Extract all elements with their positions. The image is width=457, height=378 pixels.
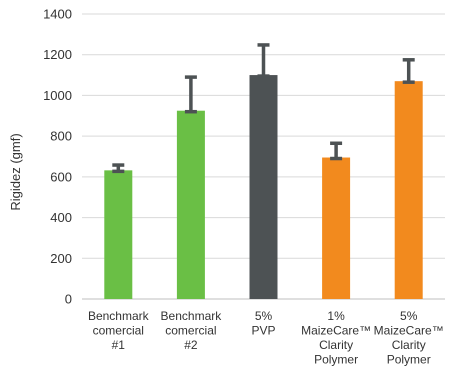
y-tick-label: 800 [50,129,72,144]
bars [104,75,423,299]
y-tick-label: 400 [50,210,72,225]
bar [176,110,205,299]
y-tick-label: 200 [50,251,72,266]
error-bars [112,43,415,174]
error-bar [257,43,270,78]
bar [394,81,423,299]
error-bar [112,163,125,174]
x-category-label: 5% PVP [251,309,275,338]
y-tick-label: 1200 [43,47,72,62]
bar [104,170,133,299]
error-bar [402,58,415,84]
x-category-label: Benchmark comercial #1 [88,309,150,352]
y-tick-label: 1000 [43,88,72,103]
y-tick-label: 0 [65,292,72,307]
error-bar [330,141,343,161]
y-axis-ticks: 0 200 400 600 800 1000 1200 1400 [43,7,72,307]
x-category-label: Benchmark comercial #2 [161,309,223,352]
y-tick-label: 1400 [43,7,72,22]
x-axis-labels: Benchmark comercial #1 Benchmark comercial #2… [88,309,444,367]
bar [249,75,278,299]
y-tick-label: 600 [50,169,72,184]
x-category-label: 1% MaizeCare™ Clarity Polymer [301,309,371,367]
error-bar [184,75,197,114]
bar [322,157,351,299]
y-axis-title: Rigidez (gmf) [8,133,23,210]
x-category-label: 5% MaizeCare™ Clarity Polymer [374,309,444,367]
